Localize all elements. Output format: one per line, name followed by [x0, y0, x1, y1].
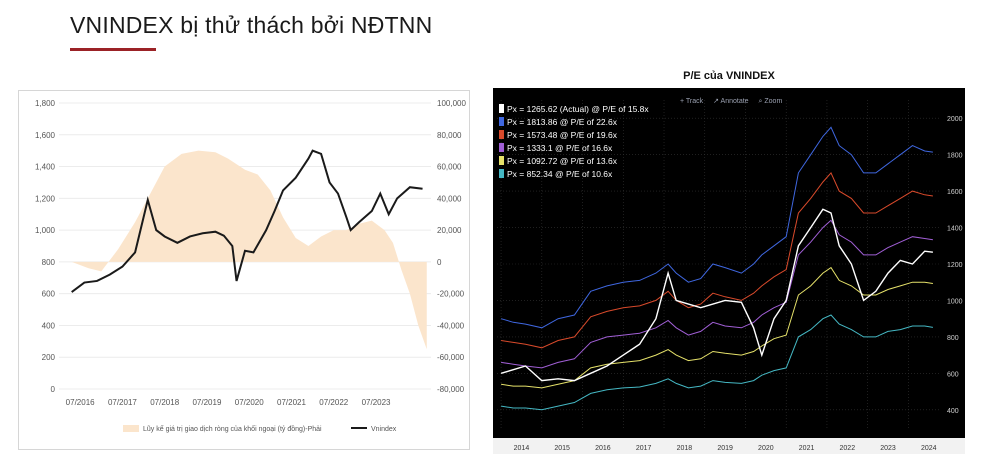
x-tick-label: 2020: [758, 445, 774, 452]
legend-label: Px = 1813.86 @ P/E of 22.6x: [507, 117, 618, 127]
y-right-tick-label: -80,000: [437, 385, 465, 394]
title-underline: [70, 48, 156, 51]
x-tick-label: 2016: [595, 445, 611, 452]
y-right-tick-label: 60,000: [437, 163, 462, 172]
page-title: VNINDEX bị thử thách bởi NĐTNN: [70, 12, 433, 38]
y-left-tick-label: 0: [51, 385, 56, 394]
y-right-tick-label: 80,000: [437, 131, 462, 140]
y-tick-label: 1400: [947, 226, 963, 233]
legend-label: Px = 1333.1 @ P/E of 16.6x: [507, 143, 613, 153]
left-chart-svg: 1,800 1,600 1,400 1,200 1,000 800 600 400 200 0 10…: [35, 99, 467, 433]
x-tick-label: 07/2022: [319, 398, 348, 407]
y-left-tick-label: 1,000: [35, 226, 56, 235]
vnindex-line: [71, 149, 423, 293]
pe-band-line: [501, 219, 933, 369]
pe-band-line: [501, 314, 933, 411]
legend-swatch: [499, 130, 504, 139]
y-left-tick-label: 800: [42, 258, 56, 267]
x-tick-label: 2017: [636, 445, 652, 452]
y-left-tick-label: 1,400: [35, 163, 56, 172]
y-right-tick-label: -60,000: [437, 353, 465, 362]
x-tick-label: 07/2017: [108, 398, 137, 407]
x-tick-label: 2018: [677, 445, 693, 452]
pe-band-line: [500, 126, 933, 329]
y-left-tick-label: 600: [42, 290, 56, 299]
x-tick-label: 2019: [717, 445, 733, 452]
legend-label: Px = 1265.62 (Actual) @ P/E of 15.8x: [507, 104, 649, 114]
legend-swatch: [499, 117, 504, 126]
y-tick-label: 1200: [947, 262, 963, 269]
x-tick-label: 07/2020: [235, 398, 264, 407]
y-right-tick-label: -20,000: [437, 290, 465, 299]
legend-label: Px = 852.34 @ P/E of 10.6x: [507, 169, 613, 179]
legend-swatch: [499, 156, 504, 165]
y-right-tick-label: 0: [437, 258, 442, 267]
y-tick-label: 1800: [947, 153, 963, 160]
pe-band-line: [501, 266, 933, 389]
y-tick-label: 2000: [947, 116, 963, 123]
y-tick-label: 400: [947, 408, 959, 415]
pe-x-axis-svg: 2014 2015 2016 2017 2018 2019 2020 2021 2022 2023…: [514, 445, 937, 452]
legend-label: Px = 1573.48 @ P/E of 19.6x: [507, 130, 618, 140]
pe-band-line: [501, 171, 933, 349]
zoom-tool[interactable]: ⌕ Zoom: [758, 98, 783, 105]
y-tick-label: 800: [947, 335, 959, 342]
y-left-tick-label: 1,200: [35, 194, 56, 203]
pe-x-axis-strip: 2014 2015 2016 2017 2018 2019 2020 2021 2022 2023…: [493, 438, 965, 454]
chart-toolbar: + Track ↗ Annotate ⌕ Zoom: [680, 97, 790, 106]
x-tick-label: 07/2018: [150, 398, 179, 407]
x-tick-label: 07/2016: [66, 398, 95, 407]
legend-label-foreign-flow: Lũy kế giá trị giao dịch ròng của khối n…: [143, 424, 322, 433]
annotate-tool[interactable]: ↗ Annotate: [713, 98, 749, 105]
vnindex-foreign-flow-chart: 1,800 1,600 1,400 1,200 1,000 800 600 400 200 0 10…: [18, 90, 470, 450]
x-tick-label: 07/2023: [362, 398, 391, 407]
y-tick-label: 1600: [947, 189, 963, 196]
x-tick-label: 2015: [554, 445, 570, 452]
y-left-tick-label: 1,600: [35, 131, 56, 140]
y-tick-label: 600: [947, 371, 959, 378]
legend-swatch-foreign-flow: [123, 425, 139, 432]
legend-swatch: [499, 169, 504, 178]
y-tick-label: 1000: [947, 298, 963, 305]
legend-label: Px = 1092.72 @ P/E of 13.6x: [507, 156, 618, 166]
y-left-tick-label: 400: [42, 321, 56, 330]
x-tick-label: 2022: [840, 445, 856, 452]
track-tool[interactable]: + Track: [680, 98, 704, 105]
y-right-tick-label: 40,000: [437, 194, 462, 203]
x-tick-label: 07/2021: [277, 398, 306, 407]
y-left-tick-label: 200: [42, 353, 56, 362]
legend-swatch: [499, 143, 504, 152]
legend-swatch: [499, 104, 504, 113]
right-chart-svg: 2000 1800 1600 1400 1200 1000 800 600 400 Px = 12…: [497, 100, 963, 428]
y-right-tick-label: 20,000: [437, 226, 462, 235]
x-tick-label: 07/2019: [192, 398, 221, 407]
x-tick-label: 2021: [799, 445, 815, 452]
x-tick-label: 2014: [514, 445, 530, 452]
x-tick-label: 2023: [880, 445, 896, 452]
foreign-flow-area: [71, 150, 427, 350]
x-tick-label: 2024: [921, 445, 937, 452]
y-right-tick-label: 100,000: [437, 99, 466, 108]
pe-bands-chart: 2000 1800 1600 1400 1200 1000 800 600 400 Px = 12…: [493, 88, 965, 438]
y-right-tick-label: -40,000: [437, 321, 465, 330]
legend-label-vnindex: Vnindex: [371, 426, 397, 433]
y-left-tick-label: 1,800: [35, 99, 56, 108]
pe-chart-title: P/E của VNINDEX: [683, 70, 775, 82]
actual-price-line: [500, 208, 933, 382]
